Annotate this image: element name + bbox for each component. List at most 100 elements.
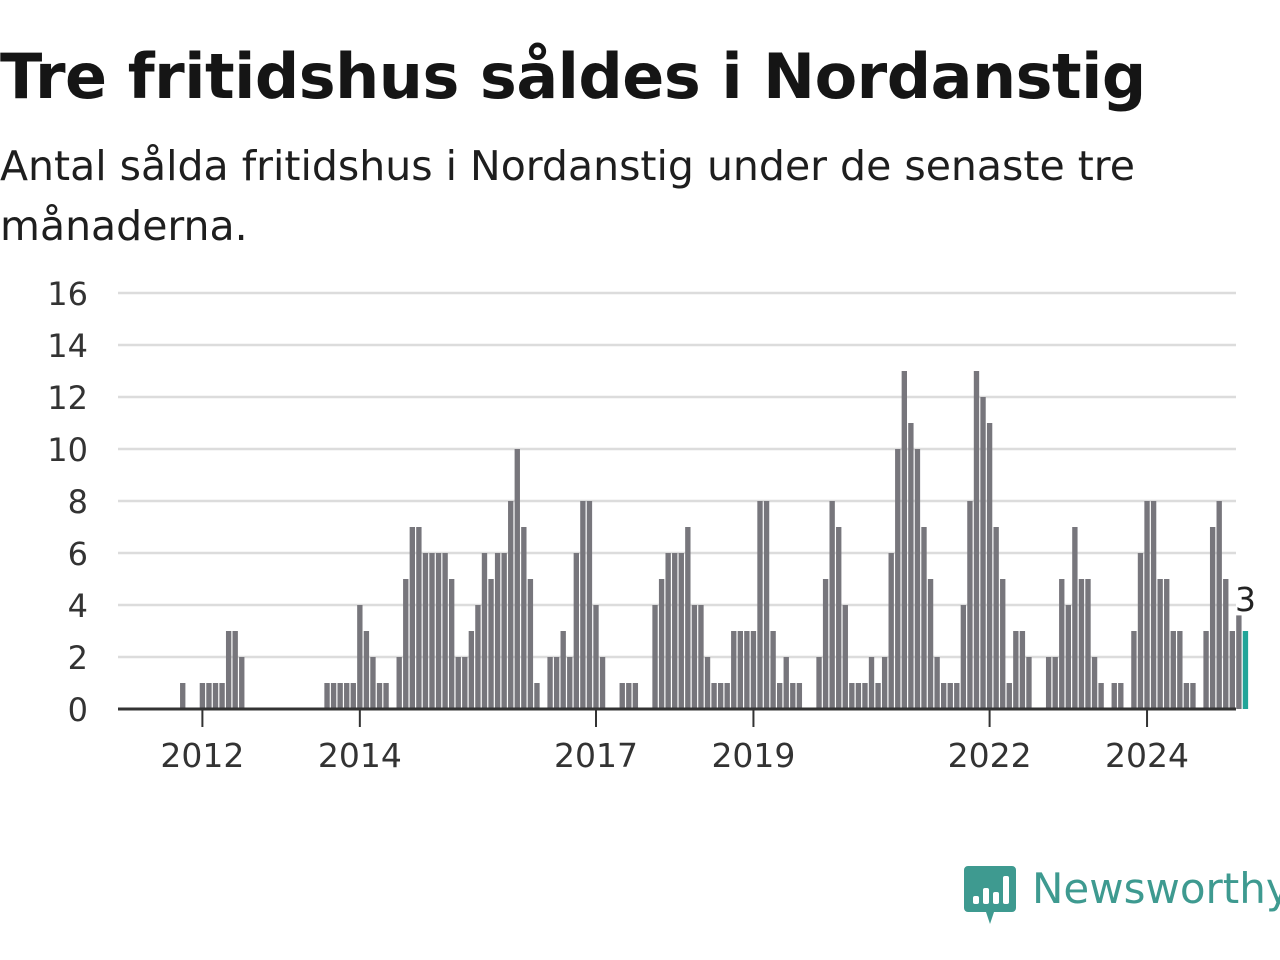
bar [777, 683, 783, 709]
bar [344, 683, 350, 709]
bar [1190, 683, 1196, 709]
bar [1157, 579, 1163, 709]
bar [1072, 527, 1078, 709]
bar [941, 683, 947, 709]
bar [868, 657, 875, 709]
bar [383, 683, 389, 709]
bar [901, 371, 907, 709]
bar [403, 579, 409, 709]
bar [219, 683, 225, 709]
bar [586, 501, 593, 709]
bar [1236, 615, 1242, 709]
bar [737, 631, 743, 709]
y-tick-label: 6 [68, 535, 88, 573]
bar [665, 553, 671, 709]
bar [370, 657, 376, 709]
bar [324, 683, 330, 709]
bar [836, 527, 842, 709]
bar [1065, 605, 1071, 709]
bar [757, 501, 763, 709]
y-tick-label: 14 [47, 327, 88, 365]
bar [927, 579, 934, 709]
bar [593, 605, 599, 709]
bar [1118, 683, 1124, 709]
bar [816, 657, 822, 709]
bar [501, 553, 507, 709]
y-axis-ticks: 0 2 4 6 8 10 12 14 16 [47, 275, 88, 729]
bar [567, 657, 573, 709]
x-tick-label: 2017 [554, 736, 638, 775]
bar [422, 553, 429, 709]
bar [691, 605, 698, 709]
x-tick-label: 2024 [1105, 736, 1189, 775]
bar [475, 605, 481, 709]
bar [711, 683, 717, 709]
bar [573, 553, 579, 709]
last-value-label: 3 [1235, 580, 1256, 619]
bar [881, 657, 888, 709]
y-tick-label: 16 [47, 275, 88, 313]
bar [947, 683, 953, 709]
newsworthy-logo[interactable]: Newsworthy [964, 864, 1280, 928]
bar [357, 605, 363, 709]
bar [1091, 657, 1098, 709]
bar [376, 683, 383, 709]
bar [763, 501, 770, 709]
bar [1098, 683, 1104, 709]
bar [1216, 501, 1222, 709]
bar [534, 683, 540, 709]
bar [1223, 579, 1229, 709]
bar [225, 631, 232, 709]
bar [350, 683, 356, 709]
bar [449, 579, 455, 709]
bar [239, 657, 245, 709]
bar [1177, 631, 1183, 709]
bar [1170, 631, 1176, 709]
y-tick-label: 0 [68, 691, 88, 729]
bar [1045, 657, 1052, 709]
x-axis: 2012 2014 2017 2019 2022 2024 [118, 707, 1236, 775]
bar [429, 553, 435, 709]
bar [560, 631, 566, 709]
bar [442, 553, 448, 709]
bar [1229, 631, 1235, 709]
bar [1183, 683, 1190, 709]
bar [435, 553, 442, 709]
bar [1052, 657, 1058, 709]
bar [678, 553, 684, 709]
y-tick-label: 2 [68, 639, 88, 677]
bar [829, 501, 835, 709]
bar [685, 527, 691, 709]
bar [455, 657, 461, 709]
bar [1013, 631, 1019, 709]
bar [527, 579, 534, 709]
bar [521, 527, 527, 709]
bar [980, 397, 986, 709]
x-tick-label: 2012 [160, 736, 244, 775]
y-tick-label: 4 [68, 587, 88, 625]
newsworthy-logo-icon [964, 866, 1016, 924]
bar [796, 683, 803, 709]
bar [862, 683, 868, 709]
bar [717, 683, 724, 709]
bar [180, 683, 186, 709]
bar [731, 631, 737, 709]
bar [626, 683, 632, 709]
chart-title: Tre fritidshus såldes i Nordanstig [0, 40, 1146, 113]
bar [1150, 501, 1157, 709]
bar [363, 631, 370, 709]
bar [855, 683, 862, 709]
bar [468, 631, 475, 709]
bar [416, 527, 422, 709]
bar [462, 657, 468, 709]
bar [967, 501, 973, 709]
bar [1000, 579, 1006, 709]
bar [672, 553, 678, 709]
bar [488, 579, 494, 709]
bar [724, 683, 730, 709]
bar [1026, 657, 1032, 709]
y-tick-label: 10 [47, 431, 88, 469]
bar [232, 631, 238, 709]
bar [914, 449, 921, 709]
bar [1006, 683, 1012, 709]
